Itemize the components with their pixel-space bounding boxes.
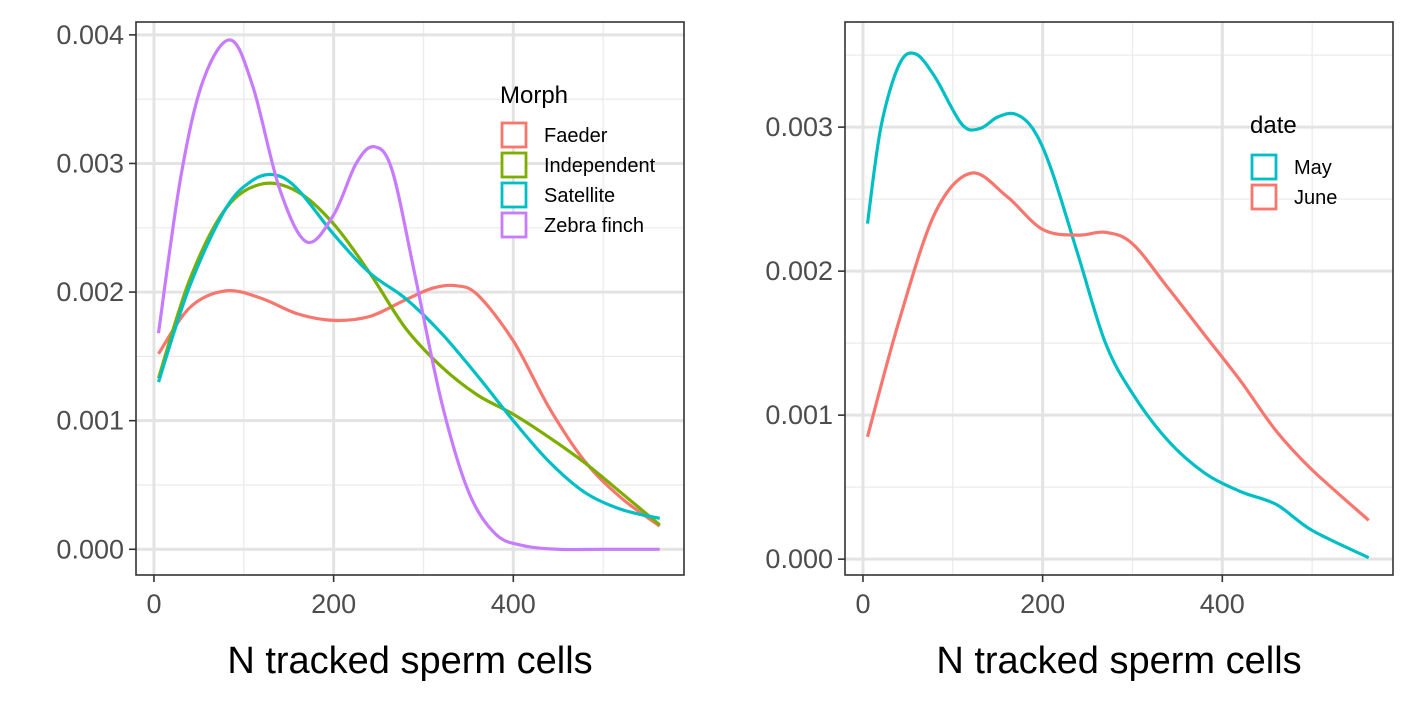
right-density-panel: 0 200 400 0.000 0.001 0.002 0.003 N tracked sp… [765,21,1394,682]
left-y-tick-label: 0.001 [56,406,124,436]
legend-key-satellite [500,181,528,209]
legend-label-zebra-finch: Zebra finch [544,215,644,237]
density-line-june [865,171,1370,522]
right-y-tick-label: 0.000 [765,544,833,574]
right-axis-ticks: 0 200 400 0.000 0.001 0.002 0.003 [765,112,1244,619]
right-panel-border [844,21,1394,576]
legend-label-may: May [1294,157,1332,179]
left-density-panel: 0 200 400 0.000 0.001 0.002 0.003 0.004 N track… [56,20,685,682]
legend-label-independent: Independent [544,155,656,177]
left-y-tick-label: 0.000 [56,534,124,564]
left-x-tick-label: 200 [311,589,356,619]
legend-key-june [1250,183,1278,211]
left-x-tick-label: 400 [491,589,536,619]
left-x-tick-label: 0 [146,589,161,619]
left-y-tick-label: 0.004 [56,20,124,50]
left-axis-ticks: 0 200 400 0.000 0.001 0.002 0.003 0.004 [56,20,535,619]
left-panel-border [135,21,685,576]
right-x-tick-label: 400 [1200,589,1245,619]
legend-key-zebra-finch [500,211,528,239]
legend-key-faeder [500,121,528,149]
right-x-axis-title: N tracked sperm cells [936,640,1301,682]
left-x-axis-title: N tracked sperm cells [227,640,592,682]
right-x-tick-label: 200 [1020,589,1065,619]
legend-key-independent [500,151,528,179]
left-y-tick-label: 0.002 [56,277,124,307]
density-line-satellite [156,172,661,520]
morph-legend-title: Morph [500,82,568,109]
right-y-tick-label: 0.003 [765,112,833,142]
right-x-tick-label: 0 [855,589,870,619]
density-line-zebra-finch [156,38,660,552]
legend-label-june: June [1294,187,1337,209]
morph-legend: Morph Faeder Independent Satellite Zebra fi… [500,82,656,239]
left-density-lines [156,38,661,552]
legend-label-faeder: Faeder [544,125,608,147]
right-gridlines [845,22,1393,575]
right-y-tick-label: 0.002 [765,256,833,286]
density-line-faeder [157,283,661,528]
right-y-tick-label: 0.001 [765,400,833,430]
date-legend: date May June [1250,112,1337,211]
right-density-lines [865,51,1370,560]
legend-label-satellite: Satellite [544,185,615,207]
density-line-may [865,51,1370,560]
left-y-tick-label: 0.003 [56,148,124,178]
legend-key-may [1250,153,1278,181]
date-legend-title: date [1250,112,1297,139]
